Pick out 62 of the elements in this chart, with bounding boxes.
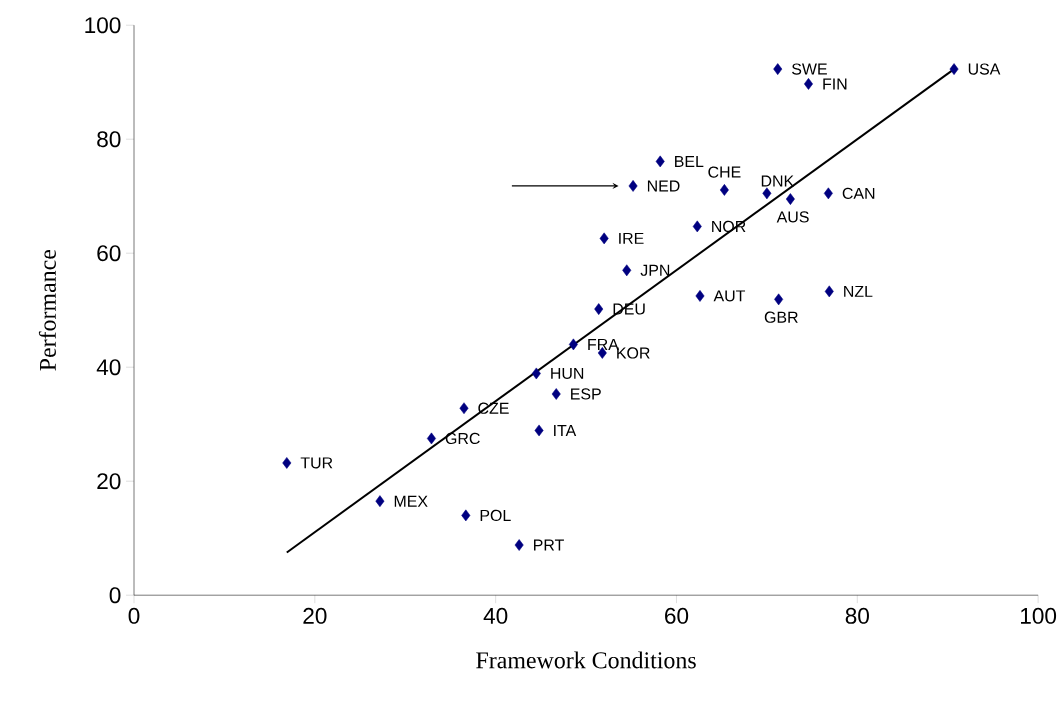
- annotation: IRE: [619, 232, 644, 244]
- point: [695, 290, 705, 302]
- point: [531, 367, 541, 380]
- annotation: NZL: [844, 285, 873, 297]
- annotation: TUR: [300, 457, 333, 469]
- annotation: GRC: [445, 432, 480, 444]
- x-axis-title: Framework Conditions: [476, 651, 696, 669]
- y-tick-label: 100: [85, 17, 121, 34]
- point: [773, 63, 783, 75]
- point: [514, 539, 524, 551]
- x-tick-label: 100: [1021, 607, 1057, 624]
- point: [824, 285, 834, 298]
- annotation: FRA: [588, 338, 619, 350]
- point: [568, 338, 578, 351]
- annotation: NED: [647, 180, 680, 192]
- point: [774, 293, 784, 306]
- x-tick-label: 80: [845, 607, 869, 624]
- point: [692, 220, 702, 233]
- y-tick-label: 60: [97, 245, 121, 262]
- point: [785, 193, 795, 205]
- point: [599, 232, 609, 245]
- point: [534, 424, 544, 437]
- x-tick-label: 0: [128, 607, 140, 624]
- annotation: GBR: [764, 311, 798, 323]
- annotation: USA: [968, 63, 1001, 75]
- annotation: MEX: [394, 495, 428, 507]
- y-tick-label: 80: [97, 131, 121, 148]
- point: [459, 402, 469, 414]
- annotation: BEL: [675, 155, 704, 167]
- annotation: CAN: [842, 187, 875, 199]
- y-tick-label: 0: [109, 587, 121, 604]
- point: [628, 180, 638, 192]
- y-axis-title: Performance: [38, 249, 56, 371]
- annotation: ESP: [571, 388, 601, 400]
- point: [375, 495, 385, 507]
- x-tick-label: 40: [483, 607, 508, 624]
- annotation: AUT: [713, 290, 746, 302]
- point: [622, 264, 632, 277]
- annotation: HUN: [551, 367, 584, 379]
- point: [719, 183, 729, 196]
- annotation: DNK: [761, 175, 794, 187]
- point: [461, 509, 471, 522]
- x-tick-label: 60: [665, 607, 689, 624]
- point: [823, 187, 833, 200]
- point: [551, 388, 561, 400]
- annotation: FIN: [823, 78, 847, 90]
- y-tick-label: 20: [97, 473, 121, 490]
- point: [594, 303, 604, 315]
- point: [282, 457, 292, 469]
- annotation: ITA: [554, 424, 577, 436]
- point: [949, 63, 959, 75]
- x-tick-label: 20: [303, 607, 327, 624]
- annotation: PRT: [534, 539, 564, 551]
- annotation: SWE: [792, 63, 827, 75]
- annotation: POL: [480, 509, 511, 521]
- annotation: JPN: [640, 264, 670, 276]
- annotation: CHE: [708, 166, 741, 178]
- point: [655, 155, 665, 168]
- annotation: AUS: [776, 211, 809, 223]
- annotation: KOR: [617, 347, 650, 359]
- point: [762, 187, 772, 200]
- y-tick-label: 40: [96, 359, 121, 376]
